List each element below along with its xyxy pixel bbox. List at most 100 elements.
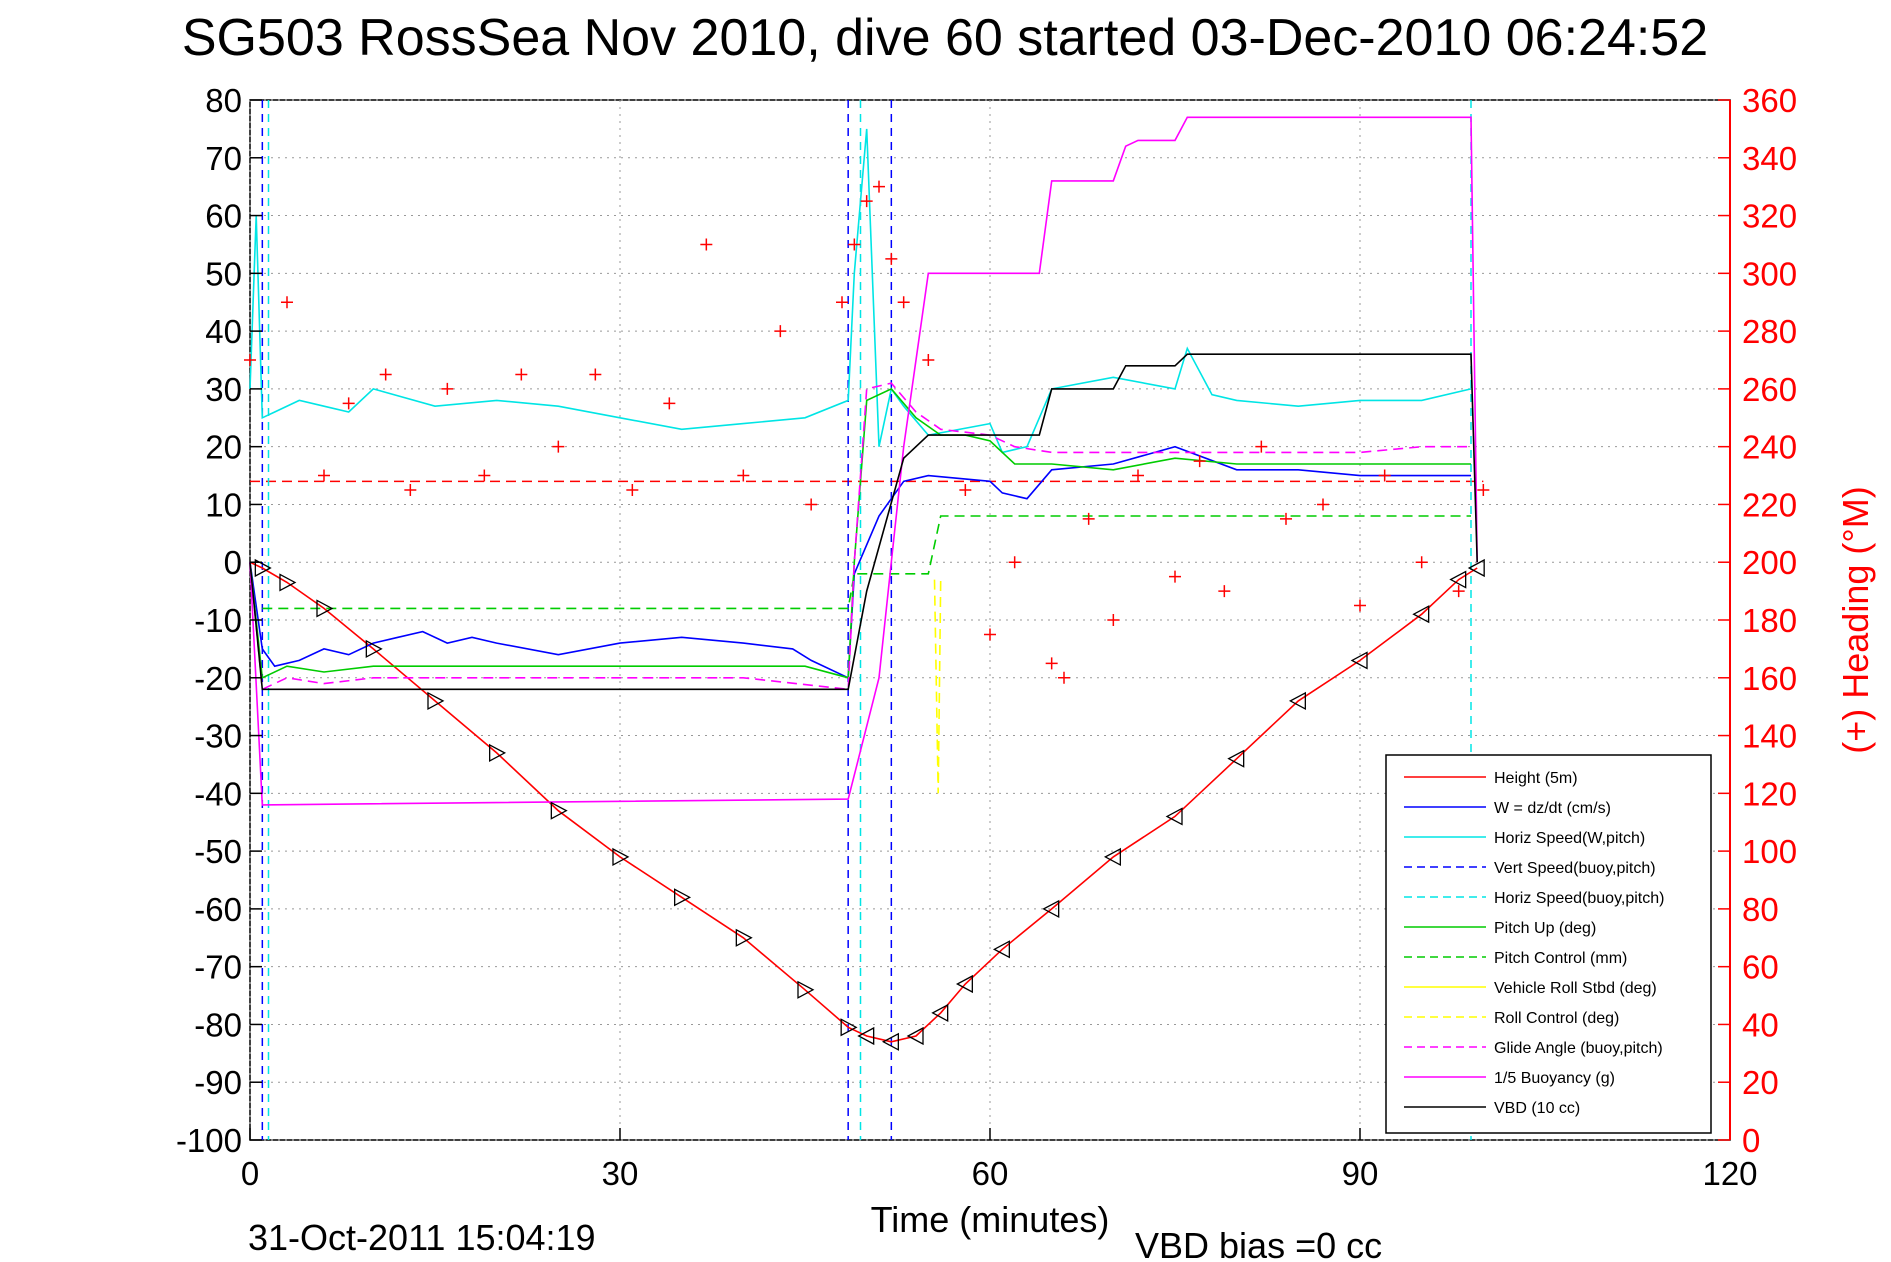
y-right-tick-label: 280 xyxy=(1742,313,1797,350)
footer-timestamp: 31-Oct-2011 15:04:19 xyxy=(248,1217,596,1258)
heading-point xyxy=(626,484,639,496)
triangle-marker xyxy=(955,974,973,994)
y-tick-label: -70 xyxy=(194,949,242,986)
series-line xyxy=(249,382,1471,691)
heading-point xyxy=(1317,498,1329,511)
y-right-tick-label: 80 xyxy=(1742,891,1779,928)
y-tick-label: -80 xyxy=(194,1006,242,1043)
y-right-tick-label: 60 xyxy=(1742,949,1779,986)
y-right-tick-label: 360 xyxy=(1742,82,1797,119)
triangle-marker xyxy=(612,847,630,866)
heading-point xyxy=(1107,614,1120,626)
heading-point xyxy=(1169,570,1181,583)
heading-point xyxy=(860,195,873,208)
legend-entry: W = dz/dt (cm/s) xyxy=(1494,800,1611,817)
heading-point xyxy=(737,469,750,482)
x-tick-label: 0 xyxy=(241,1155,259,1192)
y-tick-label: 0 xyxy=(224,544,242,581)
triangle-marker xyxy=(365,639,383,658)
y-right-tick-label: 140 xyxy=(1742,718,1797,755)
series-line xyxy=(262,515,1471,610)
triangle-marker xyxy=(279,573,297,592)
triangle-marker xyxy=(1103,847,1121,866)
heading-point xyxy=(873,180,885,193)
y-right-tick-label: 180 xyxy=(1742,602,1797,639)
triangle-marker xyxy=(550,801,568,820)
heading-point xyxy=(663,397,676,410)
series-line xyxy=(249,128,1472,454)
y-right-tick-label: 0 xyxy=(1742,1122,1760,1159)
heading-point xyxy=(836,296,848,309)
heading-point xyxy=(244,354,256,366)
triangle-marker xyxy=(1449,570,1467,589)
heading-point xyxy=(515,368,528,381)
y-tick-label: -60 xyxy=(194,891,242,928)
heading-point xyxy=(922,354,935,366)
heading-point xyxy=(984,628,996,641)
triangle-marker xyxy=(1042,899,1060,918)
legend-entry: 1/5 Buoyancy (g) xyxy=(1494,1070,1615,1087)
y-tick-label: -90 xyxy=(194,1064,242,1101)
heading-point xyxy=(281,296,293,309)
heading-point xyxy=(805,498,818,511)
legend-entry: Roll Control (deg) xyxy=(1494,1010,1619,1027)
legend-entry: Vehicle Roll Stbd (deg) xyxy=(1494,980,1657,997)
series-line xyxy=(249,387,1471,680)
series-line xyxy=(933,579,942,794)
triangle-marker xyxy=(1350,651,1368,670)
heading-point xyxy=(848,238,861,251)
triangle-marker xyxy=(316,599,334,618)
heading-point xyxy=(1008,556,1021,569)
y-tick-label: 30 xyxy=(205,371,242,408)
x-tick-label: 60 xyxy=(972,1155,1009,1192)
legend-entry: Height (5m) xyxy=(1494,770,1578,787)
series-line xyxy=(249,116,1478,806)
heading-point xyxy=(552,440,565,453)
heading-point xyxy=(404,484,417,496)
y-tick-label: -100 xyxy=(176,1122,242,1159)
y-right-tick-label: 240 xyxy=(1742,429,1797,466)
y-right-tick-label: 260 xyxy=(1742,371,1797,408)
triangle-marker xyxy=(992,940,1010,959)
y-right-tick-label: 200 xyxy=(1742,544,1797,581)
heading-point xyxy=(700,238,713,251)
y-tick-label: -50 xyxy=(194,833,242,870)
heading-point xyxy=(1218,585,1231,598)
heading-point xyxy=(1280,512,1292,525)
legend-entry: Vert Speed(buoy,pitch) xyxy=(1494,860,1656,877)
series-layer xyxy=(244,100,1490,1140)
triangle-marker xyxy=(881,1032,899,1051)
heading-point xyxy=(774,325,787,338)
heading-point xyxy=(885,252,898,265)
heading-point xyxy=(1193,455,1206,468)
x-tick-label: 120 xyxy=(1702,1155,1757,1192)
y-right-tick-label: 40 xyxy=(1742,1006,1779,1043)
y-right-tick-label: 320 xyxy=(1742,198,1797,235)
y-axis-right: 3603403203002802602402202001801601401201… xyxy=(1718,82,1797,1159)
heading-point xyxy=(1255,440,1268,453)
triangle-marker xyxy=(1227,749,1245,768)
triangle-marker xyxy=(735,928,753,947)
legend-entry: Horiz Speed(W,pitch) xyxy=(1494,830,1645,847)
triangle-marker xyxy=(931,1003,949,1022)
chart-title: SG503 RossSea Nov 2010, dive 60 started … xyxy=(182,9,1708,67)
series-line xyxy=(249,445,1471,680)
legend-entry: Pitch Up (deg) xyxy=(1494,920,1596,937)
y-tick-label: 40 xyxy=(205,313,242,350)
heading-point xyxy=(1132,469,1144,482)
heading-point xyxy=(1045,657,1058,670)
heading-point xyxy=(1452,585,1465,598)
series-line xyxy=(249,353,1478,691)
y-right-tick-label: 20 xyxy=(1742,1064,1779,1101)
y-right-tick-label: 160 xyxy=(1742,660,1797,697)
triangle-marker xyxy=(674,888,692,907)
y-tick-label: -30 xyxy=(194,718,242,755)
legend-entry: Glide Angle (buoy,pitch) xyxy=(1494,1040,1663,1057)
y-tick-label: 60 xyxy=(205,198,242,235)
heading-point xyxy=(1415,556,1428,569)
legend-entry: Pitch Control (mm) xyxy=(1494,950,1627,967)
triangle-marker xyxy=(1467,558,1485,578)
heading-point xyxy=(1058,671,1070,684)
heading-point xyxy=(379,368,392,381)
y-right-tick-label: 100 xyxy=(1742,833,1797,870)
